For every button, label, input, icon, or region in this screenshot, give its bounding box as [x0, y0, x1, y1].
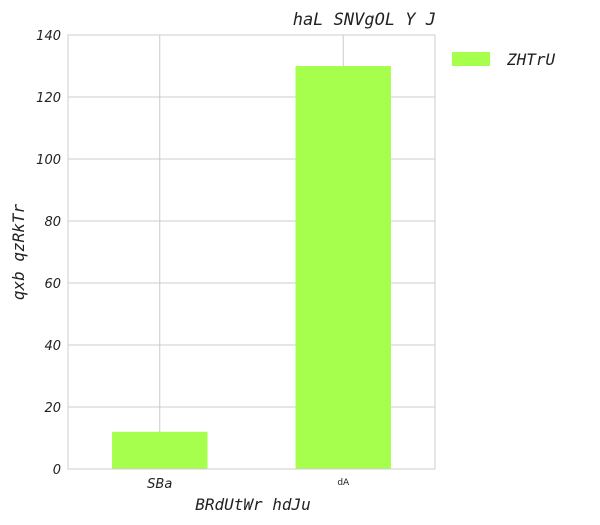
- y-tick-label: 120: [36, 91, 61, 106]
- y-tick-label: 0: [53, 463, 61, 478]
- legend-label: ZHTrU: [506, 50, 556, 69]
- x-tick-label: SBa: [147, 477, 172, 492]
- x-tick-labels: SBa dA: [147, 477, 350, 492]
- plot-frame: [67, 34, 436, 470]
- y-tick-label: 60: [44, 277, 61, 292]
- y-tick-label: 20: [44, 401, 61, 416]
- x-tick-label: dA: [337, 478, 350, 488]
- chart-title: haL SNVgOL Y J: [293, 10, 436, 30]
- y-axis-label: qxb qzRkTr: [9, 203, 28, 300]
- y-tick-label: 140: [36, 29, 61, 44]
- y-tick-labels: 0 20 40 60 80 100 120 140: [36, 29, 61, 478]
- legend: ZHTrU: [452, 50, 556, 69]
- bars: [112, 66, 391, 469]
- legend-swatch: [452, 52, 490, 66]
- y-tick-label: 40: [44, 339, 61, 354]
- x-axis-label: BRdUtWr hdJu: [195, 495, 311, 514]
- bar: [295, 66, 391, 469]
- y-tick-label: 80: [44, 215, 61, 230]
- y-tick-label: 100: [36, 153, 61, 168]
- bar: [112, 431, 208, 469]
